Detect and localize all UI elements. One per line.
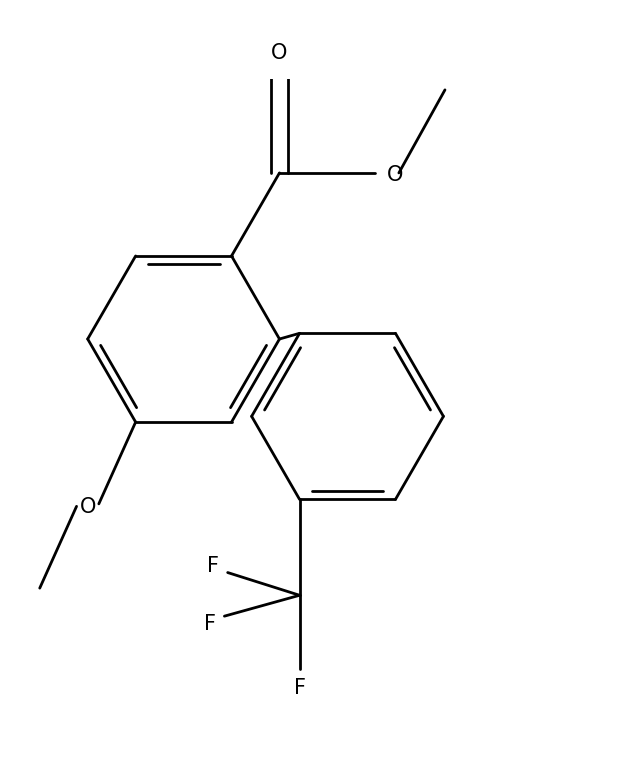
Text: O: O xyxy=(271,44,288,64)
Text: F: F xyxy=(204,614,216,634)
Text: F: F xyxy=(208,556,219,577)
Text: O: O xyxy=(386,165,403,185)
Text: F: F xyxy=(293,678,305,698)
Text: O: O xyxy=(80,497,96,517)
